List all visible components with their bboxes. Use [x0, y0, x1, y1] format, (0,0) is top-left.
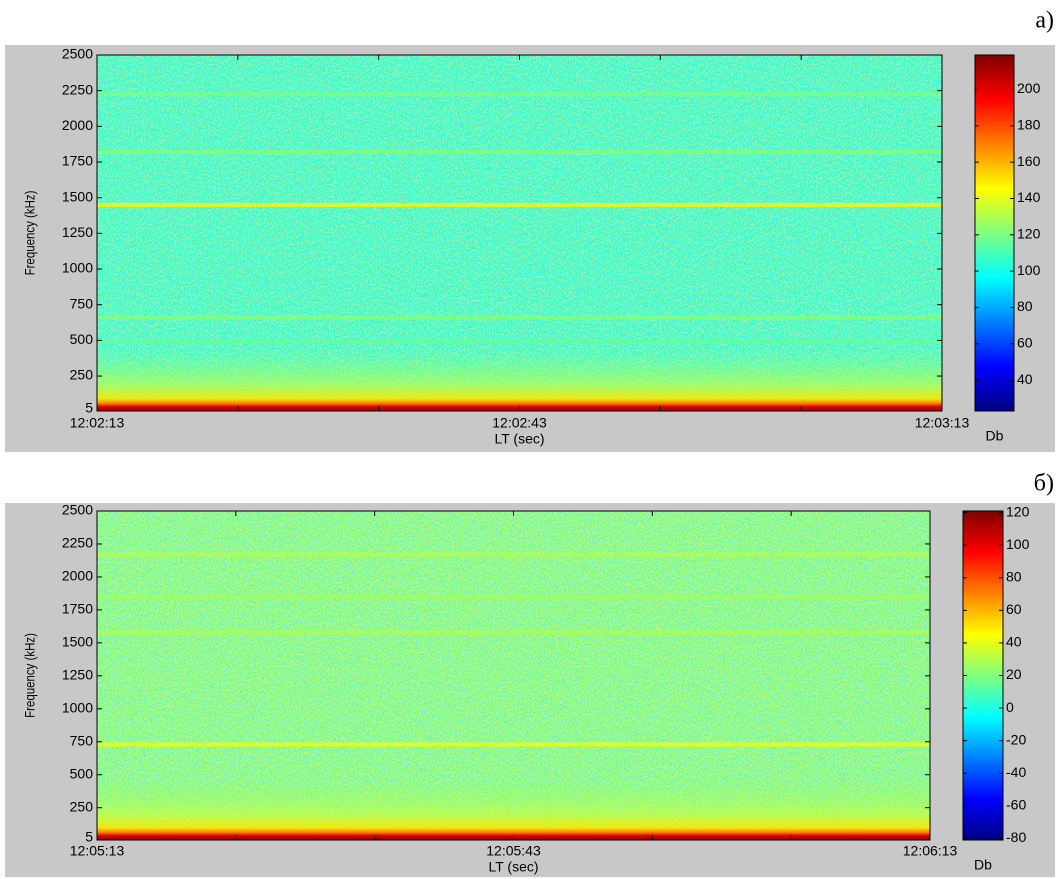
y-tick-label: 5: [85, 400, 93, 416]
colorbar-tick-label: 120: [1017, 226, 1041, 242]
colorbar-tick-label: 160: [1017, 153, 1041, 169]
colorbar-tick-label: -80: [1006, 829, 1026, 845]
band-line: [97, 742, 930, 747]
y-tick-label: 250: [70, 798, 94, 814]
y-tick-label: 1750: [62, 153, 93, 169]
y-tick-label: 250: [70, 367, 94, 383]
y-tick-label: 1750: [62, 601, 93, 617]
y-tick-label: 1500: [62, 634, 93, 650]
low-frequency: [97, 349, 942, 411]
colorbar-tick-label: 60: [1017, 334, 1033, 350]
band-line: [97, 92, 942, 97]
y-tick-label: 2250: [62, 535, 93, 551]
colorbar-tick-label: 20: [1006, 666, 1022, 682]
x-tick-label: 12:05:13: [70, 843, 125, 859]
y-axis-label: Frequency (kHz): [22, 191, 38, 276]
band-line: [97, 594, 930, 599]
x-tick-label: 12:02:43: [492, 415, 547, 431]
colorbar-tick-label: 40: [1017, 371, 1033, 387]
low-frequency: [97, 778, 930, 840]
y-tick-label: 500: [70, 765, 94, 781]
y-tick-label: 5: [85, 829, 93, 845]
colorbar-tick-label: 0: [1006, 699, 1014, 715]
y-tick-label: 2250: [62, 81, 93, 97]
y-tick-label: 1000: [62, 699, 93, 715]
colorbar-tick-label: 180: [1017, 117, 1041, 133]
band-line: [97, 150, 942, 155]
x-tick-label: 12:03:13: [915, 415, 970, 431]
colorbar-tick-label: 40: [1006, 634, 1022, 650]
band-line: [97, 202, 942, 207]
y-tick-label: 2000: [62, 568, 93, 584]
panel-label: б): [1034, 471, 1054, 497]
colorbar: [962, 510, 1004, 841]
colorbar-tick-label: 100: [1017, 262, 1041, 278]
band-line: [97, 552, 930, 557]
x-tick-label: 12:02:13: [70, 415, 125, 431]
y-tick-label: 500: [70, 331, 94, 347]
band-line: [97, 315, 942, 320]
x-tick-label: 12:05:43: [486, 843, 541, 859]
colorbar-tick-label: -60: [1006, 797, 1026, 813]
colorbar-tick-label: -40: [1006, 764, 1026, 780]
colorbar-tick-label: 120: [1006, 503, 1030, 519]
colorbar: [974, 54, 1015, 412]
x-axis-label: LT (sec): [488, 859, 538, 875]
y-tick-label: 2500: [62, 502, 93, 518]
colorbar-tick-label: 200: [1017, 80, 1041, 96]
colorbar-tick-label: 80: [1017, 298, 1033, 314]
colorbar-label: Db: [986, 428, 1004, 444]
panel-label: а): [1035, 8, 1054, 34]
colorbar-tick-label: -20: [1006, 731, 1026, 747]
y-tick-label: 1000: [62, 260, 93, 276]
colorbar-tick-label: 80: [1006, 568, 1022, 584]
y-tick-label: 1250: [62, 224, 93, 240]
x-axis-label: LT (sec): [494, 431, 544, 447]
y-axis-label: Frequency (kHz): [22, 633, 38, 718]
y-tick-label: 2000: [62, 117, 93, 133]
colorbar-label: Db: [974, 857, 992, 873]
y-tick-label: 1500: [62, 188, 93, 204]
y-tick-label: 750: [70, 732, 94, 748]
y-tick-label: 1250: [62, 667, 93, 683]
y-tick-label: 2500: [62, 46, 93, 62]
colorbar-tick-label: 60: [1006, 601, 1022, 617]
band-line: [97, 630, 930, 635]
band-line: [97, 339, 942, 344]
spectrogram: [97, 511, 930, 840]
colorbar-tick-label: 140: [1017, 189, 1041, 205]
spectrogram: [97, 55, 942, 411]
colorbar-tick-label: 100: [1006, 536, 1030, 552]
x-tick-label: 12:06:13: [903, 843, 958, 859]
y-tick-label: 750: [70, 295, 94, 311]
